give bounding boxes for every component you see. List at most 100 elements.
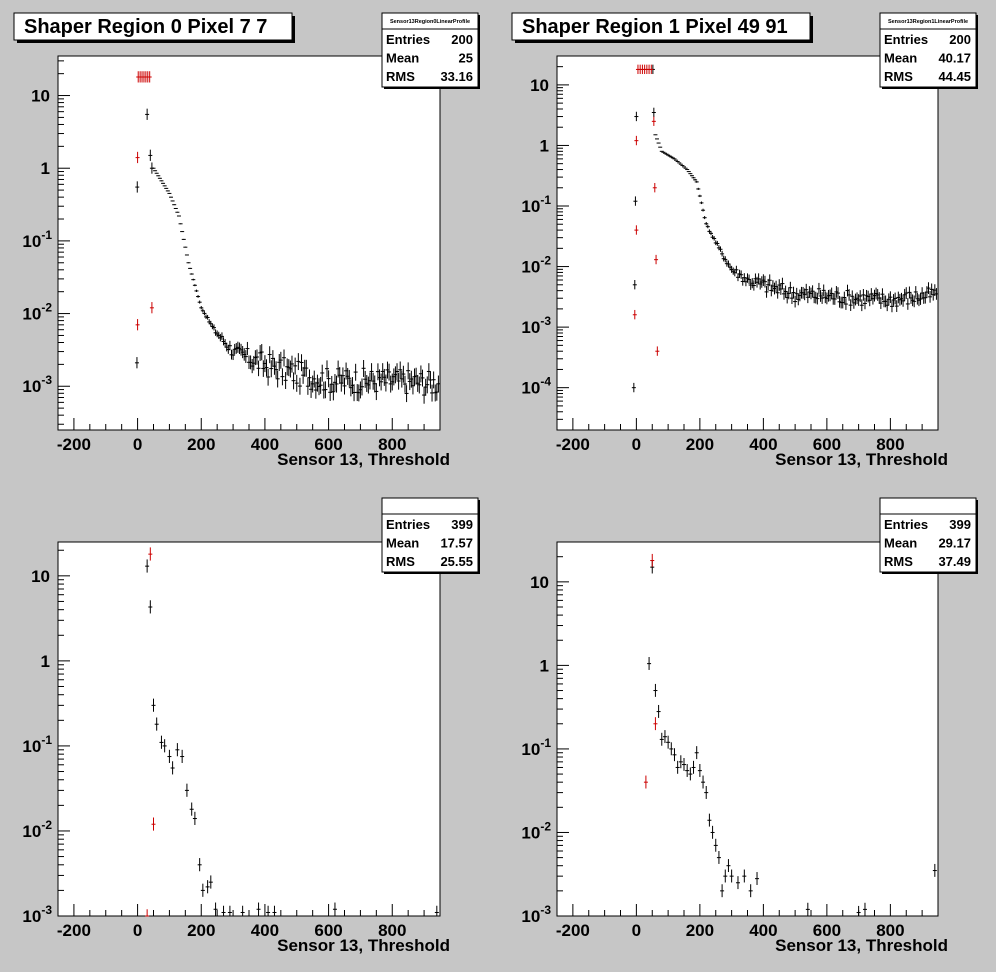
plot-frame	[556, 55, 939, 431]
plot-frame	[556, 541, 939, 917]
x-tick-label: 0	[632, 921, 641, 940]
x-tick-label: 600	[813, 435, 841, 454]
x-tick-label: 600	[314, 921, 342, 940]
y-tick-exponent: -1	[41, 228, 52, 242]
stats-value-mean: 29.17	[938, 536, 971, 551]
y-tick-mantissa: 10	[521, 258, 540, 277]
stats-box	[879, 497, 977, 573]
x-tick-label: 0	[133, 921, 142, 940]
y-tick-exponent: -2	[41, 301, 52, 315]
y-tick-exponent: -3	[41, 903, 52, 917]
x-tick-label: 800	[876, 921, 904, 940]
data-points	[134, 71, 441, 404]
y-tick-exponent: -2	[41, 818, 52, 832]
y-tick-mantissa: 10	[521, 907, 540, 926]
y-tick-label: 10-3	[521, 903, 551, 926]
title-box	[511, 12, 811, 41]
y-tick-mantissa: 10	[521, 740, 540, 759]
y-tick-label: 1	[41, 652, 50, 671]
x-tick-label: 600	[813, 921, 841, 940]
x-tick-label: -200	[57, 921, 91, 940]
y-tick-label: 10-1	[22, 733, 52, 756]
y-tick-label: 10-2	[22, 818, 52, 841]
stats-label-entries: Entries	[386, 517, 430, 532]
data-points	[145, 547, 439, 917]
y-tick-mantissa: 10	[22, 907, 41, 926]
stats-value-mean: 40.17	[938, 51, 971, 66]
y-tick-exponent: -3	[540, 903, 551, 917]
y-tick-label: 10-2	[521, 819, 551, 842]
x-tick-label: 400	[251, 921, 279, 940]
data-points	[643, 553, 937, 916]
stats-label-mean: Mean	[884, 536, 917, 551]
y-tick-exponent: -2	[540, 254, 551, 268]
x-tick-label: 200	[187, 435, 215, 454]
x-tick-label: 200	[686, 921, 714, 940]
y-tick-exponent: -1	[540, 736, 551, 750]
stats-box	[381, 12, 479, 88]
stats-value-rms: 25.55	[440, 554, 473, 569]
stats-label-rms: RMS	[884, 69, 913, 84]
stats-value-mean: 17.57	[440, 536, 473, 551]
stats-value-entries: 200	[949, 32, 971, 47]
x-tick-label: 800	[876, 435, 904, 454]
y-tick-label: 10-2	[521, 254, 551, 277]
x-tick-label: -200	[57, 435, 91, 454]
x-tick-label: 0	[632, 435, 641, 454]
y-tick-label: 10-4	[521, 375, 551, 398]
x-axis-label: Sensor 13, Threshold	[277, 936, 450, 955]
stats-label-mean: Mean	[386, 536, 419, 551]
y-tick-label: 1	[540, 656, 549, 675]
x-tick-label: 0	[133, 435, 142, 454]
chart-title: Shaper Region 0 Pixel 7 7	[24, 16, 267, 38]
stats-value-entries: 200	[451, 32, 473, 47]
y-tick-label: 10	[31, 87, 50, 106]
y-tick-exponent: -1	[540, 193, 551, 207]
y-tick-label: 10-1	[521, 193, 551, 216]
y-tick-label: 10-2	[22, 301, 52, 324]
x-tick-label: 800	[378, 435, 406, 454]
stats-label-rms: RMS	[884, 554, 913, 569]
stats-box	[381, 497, 479, 573]
stats-value-rms: 44.45	[938, 69, 971, 84]
x-axis-label: Sensor 13, Threshold	[775, 936, 948, 955]
stats-label-mean: Mean	[884, 51, 917, 66]
x-tick-label: -200	[556, 435, 590, 454]
x-tick-label: 400	[251, 435, 279, 454]
x-tick-label: 200	[187, 921, 215, 940]
y-tick-mantissa: 10	[521, 318, 540, 337]
y-tick-label: 10-1	[22, 228, 52, 251]
y-tick-mantissa: 10	[22, 305, 41, 324]
y-tick-mantissa: 10	[521, 197, 540, 216]
x-tick-label: 200	[686, 435, 714, 454]
y-tick-label: 1	[540, 136, 549, 155]
x-axis-label: Sensor 13, Threshold	[277, 450, 450, 469]
y-tick-label: 10-3	[22, 373, 52, 396]
y-tick-exponent: -3	[41, 373, 52, 387]
y-tick-label: 10-3	[22, 903, 52, 926]
x-tick-label: 400	[749, 435, 777, 454]
y-tick-mantissa: 10	[521, 823, 540, 842]
x-tick-label: 400	[749, 921, 777, 940]
x-tick-label: 600	[314, 435, 342, 454]
y-tick-mantissa: 10	[22, 232, 41, 251]
y-tick-exponent: -2	[540, 819, 551, 833]
stats-label-mean: Mean	[386, 51, 419, 66]
plot-frame	[57, 541, 441, 917]
y-tick-label: 1	[41, 159, 50, 178]
stats-label-entries: Entries	[386, 32, 430, 47]
stats-value-rms: 33.16	[440, 69, 473, 84]
y-tick-mantissa: 10	[22, 822, 41, 841]
stats-label-rms: RMS	[386, 554, 415, 569]
